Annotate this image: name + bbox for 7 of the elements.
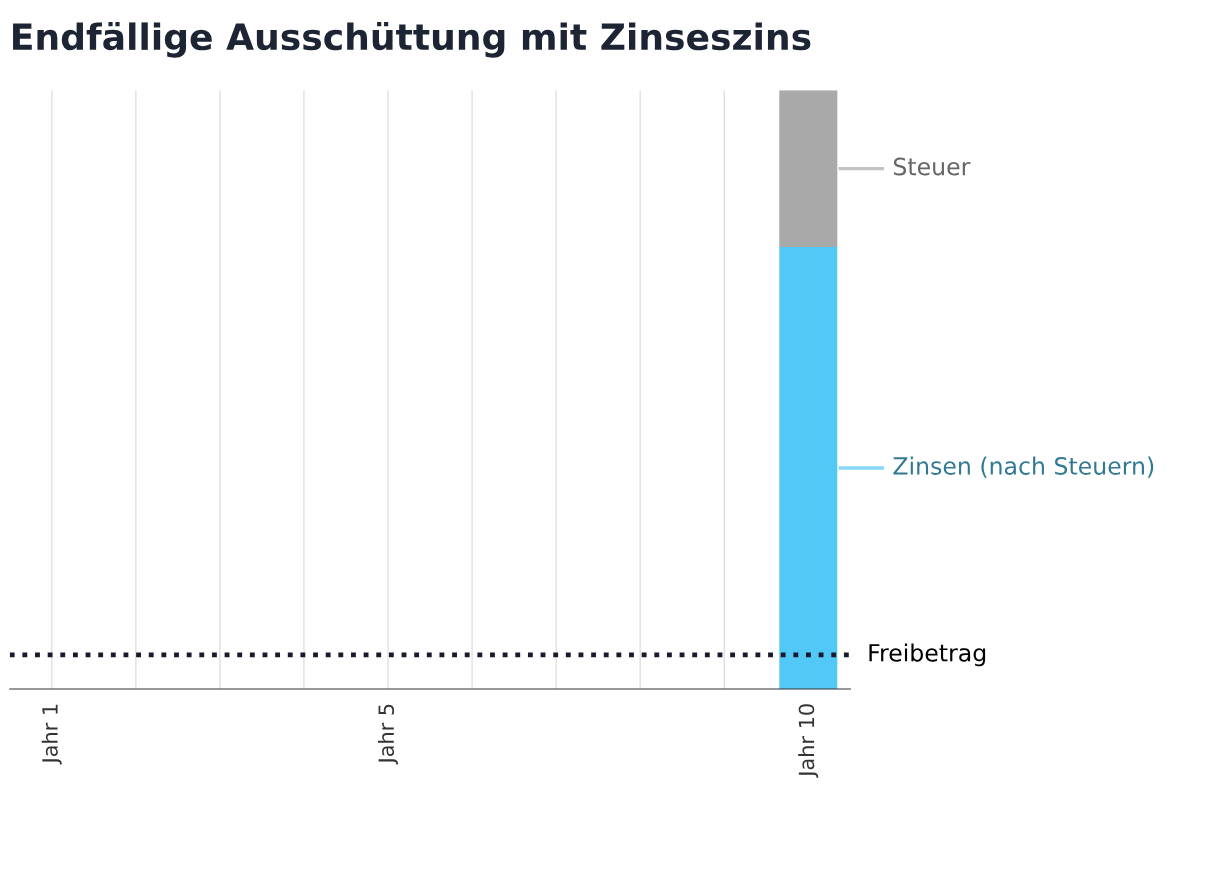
chart-title: Endfällige Ausschüttung mit Zinseszins xyxy=(13,21,811,58)
x-tick-label: Jahr 5 xyxy=(377,704,398,765)
legend-label: Zinsen (nach Steuern) xyxy=(893,456,1154,478)
legend-label: Steuer xyxy=(893,157,971,176)
ref-line-label: Freibetrag xyxy=(869,643,986,667)
x-tick-label: Jahr 10 xyxy=(798,704,819,778)
x-tick-label: Jahr 1 xyxy=(41,704,62,765)
